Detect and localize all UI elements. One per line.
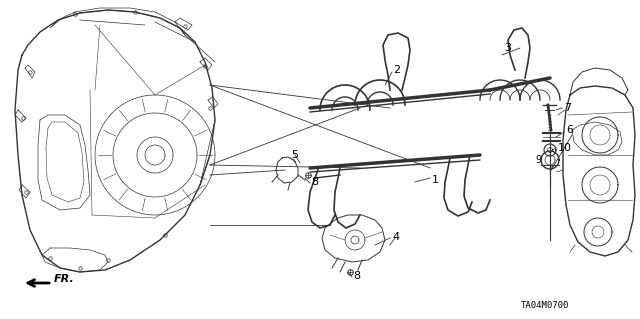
Text: 2: 2: [393, 65, 400, 75]
Text: 3: 3: [504, 43, 511, 53]
Text: 10: 10: [558, 143, 572, 153]
Text: 9: 9: [535, 155, 541, 165]
Text: 7: 7: [564, 103, 571, 113]
Text: TA04M0700: TA04M0700: [521, 300, 569, 309]
Text: 1: 1: [432, 175, 439, 185]
Text: 8: 8: [353, 271, 360, 281]
Text: 6: 6: [566, 125, 573, 135]
Text: FR.: FR.: [54, 274, 75, 284]
Text: 8: 8: [311, 177, 318, 187]
Text: 4: 4: [392, 232, 399, 242]
Text: 5: 5: [291, 150, 298, 160]
